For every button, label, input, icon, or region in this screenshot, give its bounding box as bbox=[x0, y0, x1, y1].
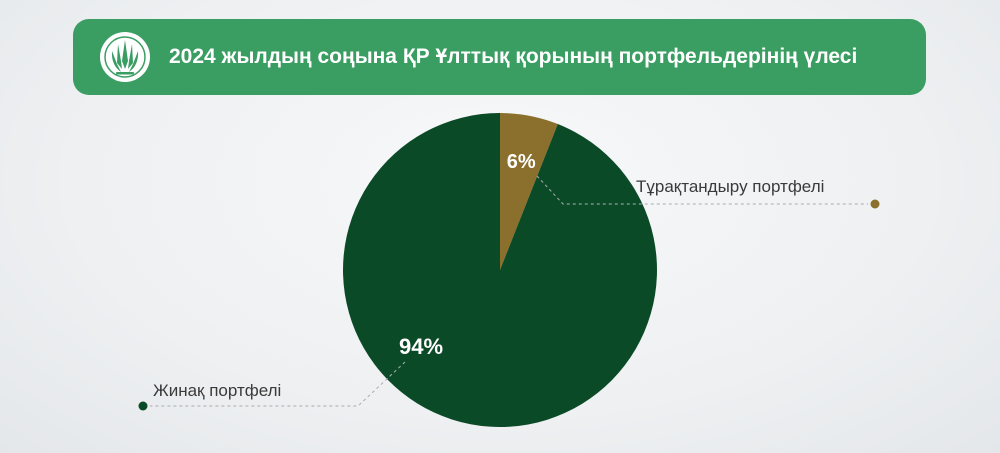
legend-dot-savings bbox=[138, 401, 148, 411]
legend-dot-stabilization bbox=[870, 199, 880, 209]
national-bank-emblem-icon bbox=[100, 32, 150, 82]
leader-line-stabilization bbox=[536, 175, 868, 205]
pie-percent-label-savings: 94% bbox=[399, 334, 443, 359]
legend-label-savings: Жинақ портфелі bbox=[153, 381, 281, 400]
pie-slice-savings bbox=[343, 113, 657, 427]
chart-title: 2024 жылдың соңына ҚР Ұлттық қорының пор… bbox=[169, 45, 858, 68]
pie-slice-stabilization bbox=[500, 113, 558, 270]
chart-header: 2024 жылдың соңына ҚР Ұлттық қорының пор… bbox=[73, 19, 926, 95]
legend-label-stabilization: Тұрақтандыру портфелі bbox=[636, 177, 824, 196]
pie-percent-label-stabilization: 6% bbox=[507, 151, 536, 173]
